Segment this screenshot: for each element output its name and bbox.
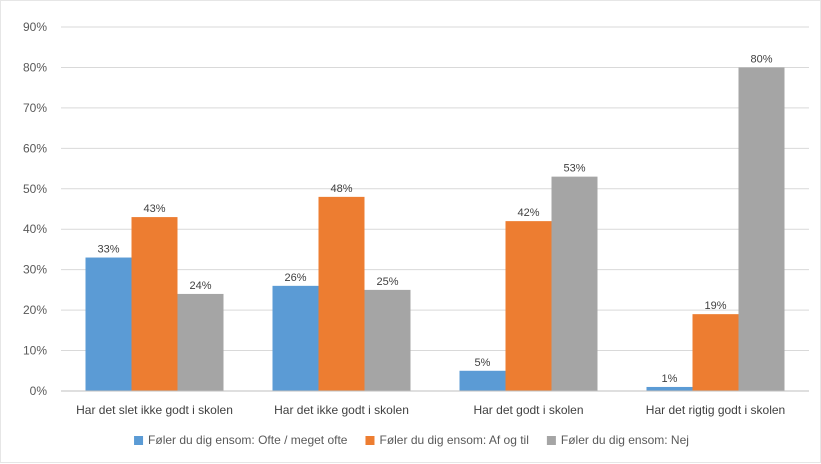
data-label: 48% (330, 183, 352, 195)
legend-label: Føler du dig ensom: Ofte / meget ofte (148, 433, 348, 447)
x-category-label: Har det slet ikke godt i skolen (76, 403, 233, 417)
bar (177, 293, 224, 391)
data-label: 42% (517, 207, 539, 219)
data-label: 26% (284, 272, 306, 284)
bar (272, 285, 319, 391)
data-labels: 33% 43% 24% 26% 48% 25% 5% 42% 53% 1% 19% 80% (97, 53, 772, 385)
y-axis-tick-labels: 0% 10% 20% 30% 40% 50% 60% 70% 80% 90% (23, 20, 47, 398)
data-label: 33% (97, 244, 119, 256)
y-tick-label: 0% (30, 384, 48, 398)
y-tick-label: 20% (23, 303, 47, 317)
y-tick-label: 50% (23, 182, 47, 196)
legend: Føler du dig ensom: Ofte / meget ofte Føl… (134, 433, 689, 447)
bars (85, 67, 785, 391)
bar (459, 370, 506, 391)
y-tick-label: 80% (23, 60, 47, 74)
data-label: 1% (662, 373, 678, 385)
bar (551, 176, 598, 391)
bar (646, 386, 693, 391)
y-tick-label: 30% (23, 263, 47, 277)
legend-swatch (546, 436, 556, 445)
bar (505, 221, 552, 391)
x-category-label: Har det ikke godt i skolen (274, 403, 409, 417)
y-tick-label: 60% (23, 141, 47, 155)
legend-swatch (134, 436, 144, 445)
data-label: 19% (704, 300, 726, 312)
bar (85, 257, 132, 391)
data-label: 53% (563, 163, 585, 175)
x-category-label: Har det rigtig godt i skolen (646, 403, 785, 417)
bar (692, 314, 739, 391)
bar (318, 196, 365, 391)
x-category-label: Har det godt i skolen (473, 403, 583, 417)
data-label: 24% (189, 280, 211, 292)
bar (738, 67, 785, 391)
legend-swatch (365, 436, 375, 445)
y-tick-label: 40% (23, 222, 47, 236)
legend-label: Føler du dig ensom: Af og til (379, 433, 528, 447)
y-tick-label: 90% (23, 20, 47, 34)
data-label: 5% (475, 357, 491, 369)
x-axis-category-labels: Har det slet ikke godt i skolen Har det i… (76, 403, 785, 417)
y-tick-label: 10% (23, 344, 47, 358)
bar (364, 289, 411, 391)
bar (131, 217, 178, 391)
data-label: 25% (376, 276, 398, 288)
data-label: 80% (750, 53, 772, 65)
y-tick-label: 70% (23, 101, 47, 115)
data-label: 43% (143, 203, 165, 215)
legend-label: Føler du dig ensom: Nej (561, 433, 689, 447)
